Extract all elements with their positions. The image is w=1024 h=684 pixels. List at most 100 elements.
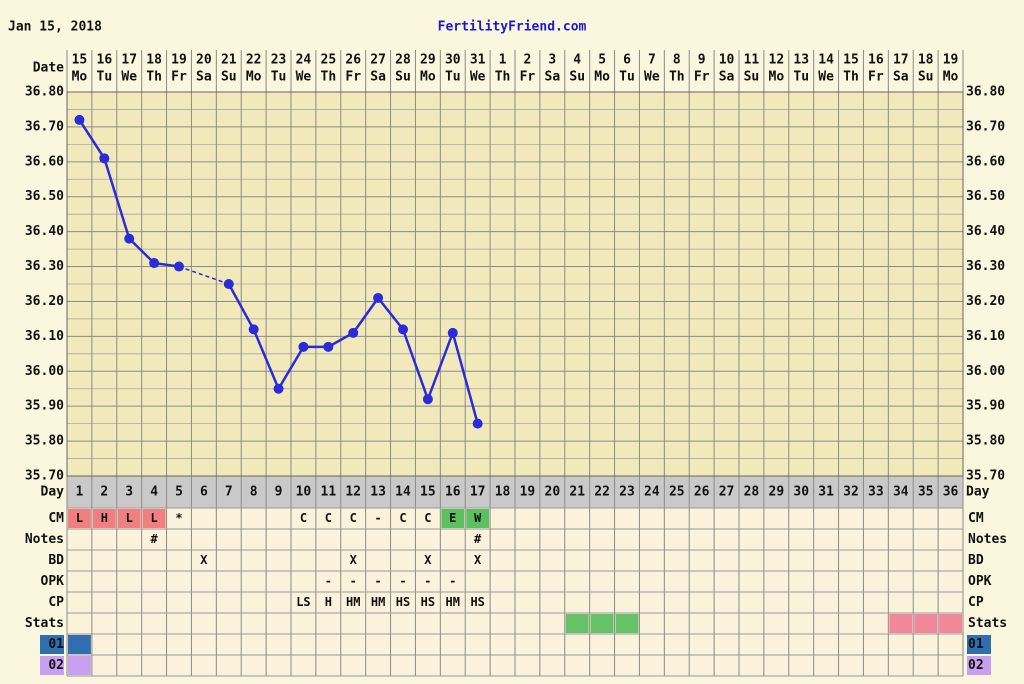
date-label: 13 — [793, 53, 809, 68]
temp-point — [223, 279, 234, 289]
y-tick-label: 35.70 — [25, 469, 64, 484]
cell-text: X — [474, 553, 482, 567]
weekday-label: Sa — [370, 70, 386, 85]
cell-text: # — [150, 532, 158, 546]
date-label: 5 — [598, 53, 606, 68]
cell-fill — [441, 509, 465, 528]
cycle-day: 13 — [370, 485, 386, 500]
date-label: 16 — [868, 53, 884, 68]
temp-point — [273, 383, 284, 394]
cell-text: C — [350, 511, 357, 525]
cycle-day: 4 — [150, 485, 158, 500]
date-label: 9 — [698, 53, 706, 68]
cell-fill — [68, 656, 91, 675]
date-label: 14 — [818, 53, 834, 68]
y-tick-label-right: 36.50 — [966, 189, 1005, 204]
date-label: 16 — [97, 53, 113, 68]
date-label: 3 — [548, 53, 556, 68]
weekday-label: Mo — [943, 70, 959, 85]
row-label-right: 01 — [968, 637, 984, 652]
cycle-day: 24 — [644, 485, 660, 500]
y-tick-label-right: 36.10 — [966, 329, 1005, 344]
cycle-day: 19 — [520, 485, 536, 500]
y-tick-label-right: 36.30 — [966, 259, 1005, 274]
cell-fill — [142, 509, 166, 528]
cell-text: L — [76, 511, 83, 525]
cell-text: H — [101, 511, 108, 525]
cell-text: LS — [296, 595, 310, 609]
y-tick-label: 35.80 — [25, 434, 64, 449]
date-label: 17 — [121, 53, 137, 68]
weekday-label: Fr — [520, 70, 536, 85]
cycle-day: 18 — [495, 485, 511, 500]
chart-date: Jan 15, 2018 — [8, 20, 102, 35]
cell-text: HM — [346, 595, 360, 609]
cell-text: C — [300, 511, 307, 525]
y-tick-label: 36.10 — [25, 329, 64, 344]
row-label-right: 02 — [968, 658, 984, 673]
weekday-label: Mo — [769, 70, 785, 85]
row-label-right: BD — [968, 553, 984, 568]
cell-fill — [889, 614, 913, 633]
cycle-day: 26 — [694, 485, 710, 500]
cell-fill — [466, 509, 490, 528]
cycle-day: 15 — [420, 485, 436, 500]
temp-point — [422, 394, 433, 405]
weekday-label: Tu — [793, 70, 809, 85]
y-tick-label: 36.20 — [25, 294, 64, 309]
y-tick-label: 36.30 — [25, 259, 64, 274]
cell-text: - — [350, 574, 357, 588]
date-label: 12 — [769, 53, 785, 68]
weekday-label: Th — [321, 70, 337, 85]
cycle-day: 14 — [395, 485, 411, 500]
date-label: 24 — [296, 53, 312, 68]
cycle-day: 27 — [719, 485, 735, 500]
weekday-label: Fr — [345, 70, 361, 85]
cell-text: - — [374, 511, 381, 525]
date-label: 17 — [893, 53, 909, 68]
cycle-day: 2 — [100, 485, 108, 500]
day-label: Day — [41, 485, 65, 500]
date-label: 28 — [395, 53, 411, 68]
cell-text: - — [424, 574, 431, 588]
cell-text: C — [399, 511, 406, 525]
y-tick-label: 36.70 — [25, 119, 64, 134]
weekday-label: Su — [744, 70, 760, 85]
chart-title[interactable]: FertilityFriend.com — [438, 20, 587, 35]
weekday-label: Th — [669, 70, 685, 85]
temp-point — [74, 114, 85, 125]
y-tick-label-right: 36.60 — [966, 154, 1005, 169]
cycle-day: 34 — [893, 485, 909, 500]
row-label: Notes — [25, 532, 64, 547]
cycle-day: 11 — [321, 485, 337, 500]
cell-text: HM — [446, 595, 460, 609]
y-tick-label-right: 36.80 — [966, 85, 1005, 100]
row-label-right: CP — [968, 595, 984, 610]
cell-text: W — [474, 511, 482, 525]
date-label: 29 — [420, 53, 436, 68]
weekday-label: Tu — [619, 70, 635, 85]
cycle-day: 6 — [200, 485, 208, 500]
temp-point — [348, 327, 359, 338]
row-label: OPK — [41, 574, 65, 589]
y-tick-label: 36.40 — [25, 224, 64, 239]
cycle-day: 1 — [76, 485, 84, 500]
weekday-label: Su — [569, 70, 585, 85]
temp-point — [373, 292, 384, 303]
row-label-right: Stats — [968, 616, 1007, 631]
y-tick-label-right: 35.80 — [966, 434, 1005, 449]
cell-text: - — [374, 574, 381, 588]
row-label: Stats — [25, 616, 64, 631]
row-label: 02 — [48, 658, 64, 673]
y-tick-label-right: 36.00 — [966, 364, 1005, 379]
day-label-right: Day — [966, 485, 990, 500]
cycle-day: 30 — [793, 485, 809, 500]
cell-text: * — [175, 511, 182, 525]
y-tick-label-right: 36.70 — [966, 119, 1005, 134]
row-label-right: Notes — [968, 532, 1007, 547]
cell-fill — [590, 614, 614, 633]
row-label-box — [40, 635, 64, 654]
cycle-day: 16 — [445, 485, 461, 500]
cell-text: E — [449, 511, 456, 525]
date-label: 23 — [271, 53, 287, 68]
